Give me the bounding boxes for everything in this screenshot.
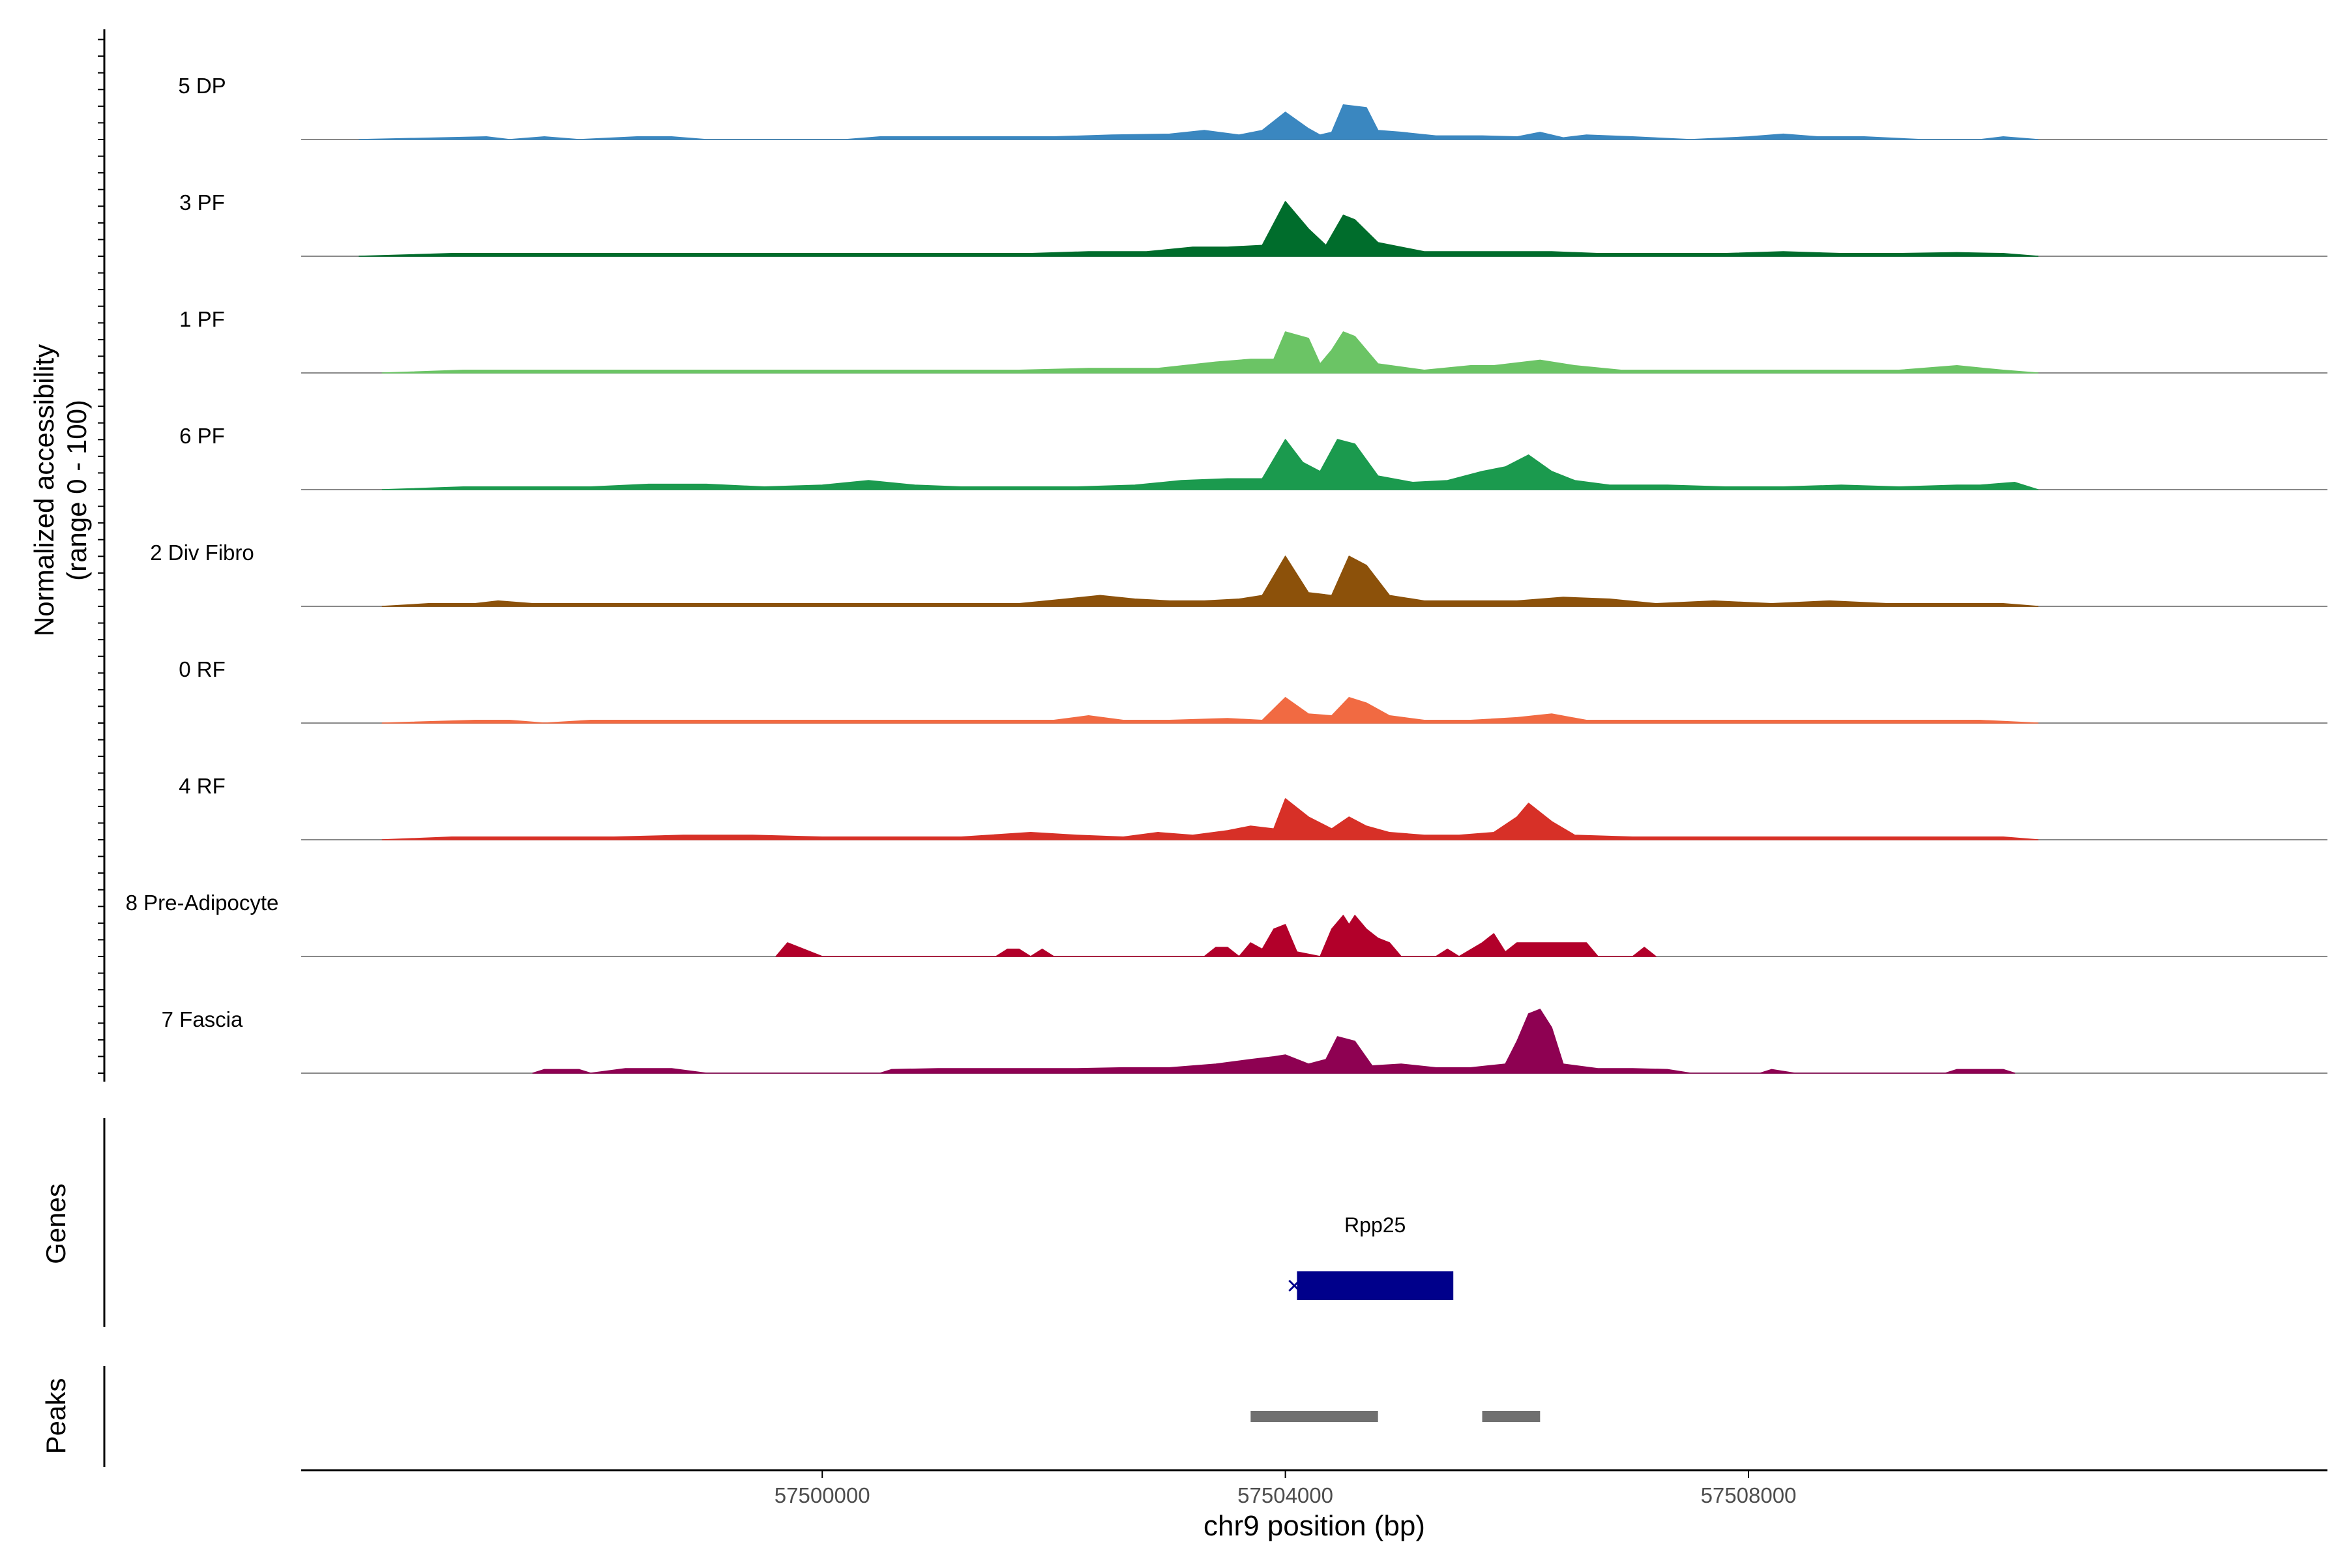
- track-label: 1 PF: [179, 307, 225, 331]
- track-7-fascia: 7 Fascia: [162, 1007, 2327, 1074]
- x-tick-label: 57508000: [1701, 1483, 1797, 1507]
- gene-label-rpp25: Rpp25: [1344, 1213, 1406, 1237]
- coverage-tracks: 5 DP 3 PF 1 PF 6 PF 2 Div Fibro 0 RF 4 RF 8 Pre…: [126, 74, 2327, 1074]
- track-0-rf: 0 RF: [179, 657, 2327, 724]
- genes-track: Genes Rpp25: [40, 1118, 1454, 1327]
- x-axis-label: chr9 position (bp): [1203, 1510, 1425, 1542]
- track-label: 0 RF: [179, 657, 226, 681]
- track-6-pf: 6 PF: [179, 424, 2327, 490]
- track-2-div-fibro: 2 Div Fibro: [150, 540, 2327, 607]
- track-area: [381, 555, 2039, 607]
- x-tick-label: 57500000: [775, 1483, 870, 1507]
- track-5-dp: 5 DP: [178, 74, 2327, 140]
- track-label: 6 PF: [179, 424, 225, 448]
- track-4-rf: 4 RF: [179, 774, 2327, 840]
- peak-region-1: [1250, 1411, 1378, 1422]
- track-label: 3 PF: [179, 190, 225, 214]
- track-3-pf: 3 PF: [179, 190, 2327, 257]
- y-axis-label: Normalized accessibility(range 0 - 100): [29, 344, 92, 636]
- track-area: [381, 697, 2039, 724]
- track-area: [381, 439, 2039, 490]
- x-tick-label: 57504000: [1237, 1483, 1333, 1507]
- peaks-track: Peaks: [40, 1366, 1541, 1467]
- peaks-track-label: Peaks: [40, 1378, 71, 1455]
- track-label: 7 Fascia: [162, 1007, 243, 1031]
- track-label: 4 RF: [179, 774, 226, 798]
- track-label: 5 DP: [178, 74, 226, 98]
- track-label: 2 Div Fibro: [150, 540, 254, 565]
- peak-region-2: [1482, 1411, 1541, 1422]
- track-1-pf: 1 PF: [179, 307, 2327, 374]
- track-8-pre-adipocyte: 8 Pre-Adipocyte: [126, 891, 2327, 957]
- track-area: [381, 798, 2039, 840]
- y-axis-label-line-2: (range 0 - 100): [61, 400, 92, 581]
- genes-track-label: Genes: [40, 1183, 71, 1264]
- track-label: 8 Pre-Adipocyte: [126, 891, 279, 915]
- track-area: [359, 104, 2039, 140]
- gene-strand-marker: [1288, 1279, 1301, 1292]
- track-area: [532, 1009, 2016, 1074]
- x-axis: 57500000 57504000 57508000 chr9 position (b…: [301, 1469, 2327, 1542]
- y-axis-label-line-1: Normalized accessibility: [29, 344, 59, 636]
- track-area: [775, 915, 1657, 957]
- track-area: [381, 331, 2039, 374]
- y-axis: Normalized accessibility(range 0 - 100): [29, 29, 106, 1082]
- gene-body-rpp25: [1297, 1271, 1454, 1300]
- track-area: [359, 201, 2039, 257]
